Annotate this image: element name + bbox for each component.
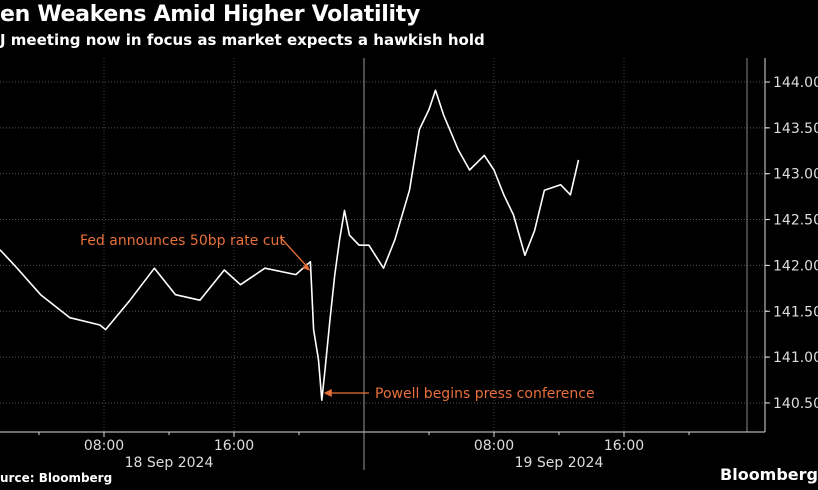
x-tick-label: 08:00 — [84, 438, 124, 454]
chart-title: en Weakens Amid Higher Volatility — [0, 2, 420, 27]
axes: 144.00 143.50 143.00 142.50 142.00 141.50 141.… — [0, 58, 818, 471]
grid — [0, 58, 765, 432]
y-tick-label: 141.50 — [773, 304, 818, 320]
series-line-usdjpy — [0, 89, 580, 401]
y-tick-label: 142.50 — [773, 213, 818, 229]
x-tick-label: 16:00 — [604, 438, 644, 454]
x-day-label: 19 Sep 2024 — [515, 455, 604, 471]
arrowhead-icon — [323, 389, 332, 397]
source-note: urce: Bloomberg — [0, 471, 113, 485]
y-tick-label: 143.00 — [773, 167, 818, 183]
x-tick-label: 16:00 — [214, 438, 254, 454]
y-tick-label: 143.50 — [773, 121, 818, 137]
chart-subtitle: J meeting now in focus as market expects… — [0, 31, 485, 49]
x-tick-label: 08:00 — [474, 438, 514, 454]
y-tick-label: 141.00 — [773, 350, 818, 366]
annotations: Fed announces 50bp rate cut Powell begins… — [80, 233, 595, 402]
x-day-label: 18 Sep 2024 — [125, 455, 214, 471]
bloomberg-logo: Bloomberg — [720, 465, 818, 484]
y-tick-label: 142.00 — [773, 258, 818, 274]
annotation-arrow-line — [279, 236, 309, 269]
annotation-fed-cut: Fed announces 50bp rate cut — [80, 233, 285, 249]
y-tick-label: 140.50 — [773, 396, 818, 412]
arrowhead-icon — [302, 263, 311, 271]
y-tick-label: 144.00 — [773, 75, 818, 91]
annotation-powell-presser: Powell begins press conference — [375, 386, 595, 402]
